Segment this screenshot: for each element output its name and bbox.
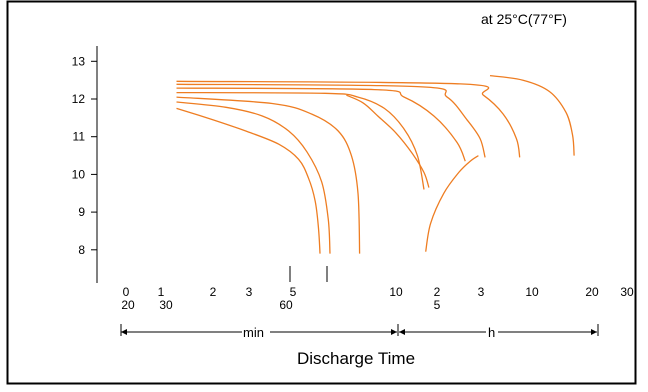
x-tick-label: 30: [159, 298, 173, 312]
discharge-curve: [176, 96, 361, 254]
y-tick-label: 10: [72, 167, 86, 181]
discharge-curve: [176, 107, 321, 254]
x-tick-labels-upper: 0 1 2 3 5 10 2 3 10 20 30: [123, 285, 634, 299]
discharge-curve: [489, 74, 575, 156]
x-tick-label: 5: [290, 285, 297, 299]
y-tick-label: 12: [72, 92, 86, 106]
h-range-end-arrow: [591, 329, 597, 335]
x-tick-labels-lower: 20 30 60 5: [121, 298, 440, 312]
x-axis-title: Discharge Time: [297, 349, 415, 368]
x-tick-label: 0: [123, 285, 130, 299]
chart-frame: [6, 0, 637, 385]
x-tick-label: 20: [121, 298, 135, 312]
min-range-label: min: [243, 325, 264, 340]
y-tick-label: 9: [78, 205, 85, 219]
h-range-label: h: [488, 325, 495, 340]
x-tick-label: 5: [434, 298, 441, 312]
x-tick-label: 3: [246, 285, 253, 299]
discharge-curve: [176, 87, 466, 162]
x-tick-label: 2: [434, 285, 441, 299]
condition-note: at 25°C(77°F): [481, 11, 567, 27]
x-tick-label: 10: [525, 285, 539, 299]
unit-range-markers: min h: [120, 324, 599, 340]
y-tick-label: 13: [72, 54, 86, 68]
min-range-end-arrow: [391, 329, 397, 335]
discharge-curve: [176, 101, 331, 254]
y-axis-ticks: 13 12 11 10 9 8: [72, 54, 97, 257]
x-tick-label: 3: [478, 285, 485, 299]
discharge-curves: [176, 74, 575, 254]
discharge-curve: [176, 80, 521, 158]
x-tick-label: 2: [210, 285, 217, 299]
discharge-curve: [176, 83, 486, 158]
discharge-curve: [346, 94, 430, 188]
discharge-curve: [425, 155, 479, 252]
x-minor-marks: [289, 266, 328, 282]
x-tick-label: 20: [585, 285, 599, 299]
discharge-curve: [176, 91, 425, 190]
y-tick-label: 8: [78, 243, 85, 257]
y-tick-label: 11: [73, 130, 86, 144]
x-tick-label: 30: [620, 285, 634, 299]
x-tick-label: 60: [279, 298, 293, 312]
x-tick-label: 10: [389, 285, 403, 299]
min-range-start-arrow: [121, 329, 127, 335]
x-tick-label: 1: [158, 285, 165, 299]
